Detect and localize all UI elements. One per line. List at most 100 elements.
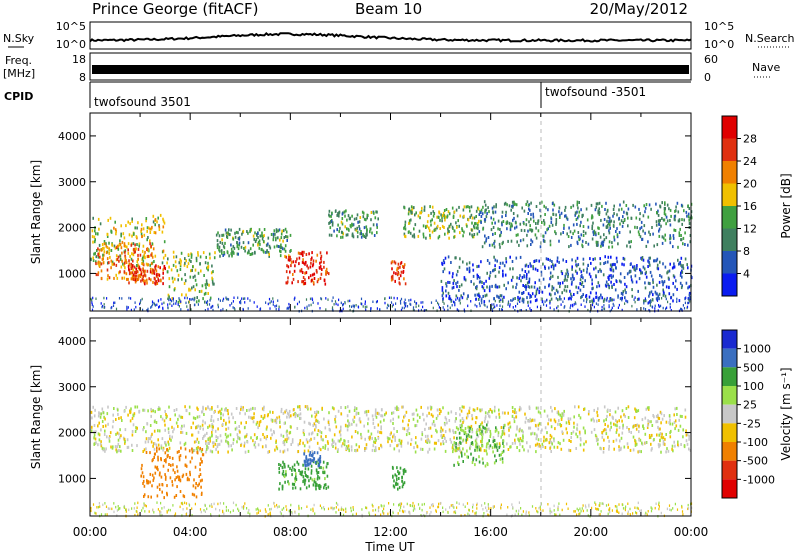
data-cell (468, 205, 471, 209)
data-cell (243, 505, 245, 508)
data-cell (320, 437, 323, 441)
data-cell (331, 406, 334, 410)
data-cell (602, 429, 605, 433)
data-cell (648, 260, 650, 264)
data-cell (279, 249, 281, 253)
data-cell (142, 267, 144, 271)
data-cell (222, 254, 224, 257)
data-cell (417, 503, 420, 506)
data-cell (459, 449, 461, 453)
data-cell (682, 428, 684, 432)
data-cell (573, 303, 575, 306)
data-cell (429, 426, 432, 430)
data-cell (488, 289, 491, 293)
data-cell (515, 203, 518, 207)
data-cell (97, 253, 99, 257)
data-cell (312, 301, 314, 304)
data-cell (209, 298, 211, 302)
data-cell (669, 303, 671, 306)
data-cell (571, 280, 573, 284)
data-cell (96, 506, 98, 509)
data-cell (302, 258, 304, 262)
data-cell (609, 409, 611, 412)
data-cell (662, 306, 664, 310)
data-cell (426, 438, 428, 442)
data-cell (542, 234, 544, 238)
data-cell (428, 229, 431, 233)
data-cell (551, 285, 554, 289)
data-cell (207, 438, 209, 442)
data-cell (117, 438, 120, 442)
data-cell (393, 271, 395, 275)
data-cell (572, 430, 575, 434)
data-cell (688, 207, 691, 210)
data-cell (517, 512, 519, 516)
data-cell (205, 440, 207, 444)
data-cell (312, 281, 315, 285)
data-cell (434, 228, 437, 232)
data-cell (629, 270, 631, 274)
data-cell (535, 222, 537, 225)
data-cell (105, 242, 107, 246)
data-cell (631, 304, 633, 308)
data-cell (676, 406, 678, 410)
data-cell (179, 262, 182, 266)
data-cell (187, 308, 189, 312)
data-cell (277, 299, 279, 302)
data-cell (536, 268, 539, 272)
data-cell (530, 285, 533, 289)
data-cell (102, 425, 104, 428)
data-cell (672, 236, 675, 240)
data-cell (446, 421, 448, 425)
data-cell (242, 297, 245, 300)
data-cell (278, 228, 281, 232)
data-cell (319, 456, 322, 460)
data-cell (413, 227, 415, 231)
data-cell (578, 214, 580, 218)
data-cell (570, 205, 572, 209)
data-cell (355, 228, 358, 232)
data-cell (338, 430, 341, 434)
data-cell (126, 307, 128, 311)
data-cell (387, 437, 389, 441)
data-cell (153, 231, 156, 234)
data-cell (165, 458, 167, 462)
data-cell (555, 297, 557, 300)
data-cell (375, 438, 377, 442)
data-cell (567, 507, 569, 510)
data-cell (133, 412, 136, 416)
data-cell (108, 435, 111, 439)
data-cell (525, 274, 528, 278)
data-cell (572, 223, 575, 227)
data-cell (317, 484, 320, 488)
data-cell (414, 441, 417, 445)
data-cell (325, 486, 328, 490)
data-cell (527, 419, 529, 423)
data-cell (621, 296, 623, 300)
data-cell (512, 409, 514, 413)
data-cell (213, 410, 215, 414)
data-cell (91, 299, 93, 302)
data-cell (93, 414, 96, 418)
data-cell (334, 209, 337, 213)
nsky-tick-top: 10^5 (56, 20, 86, 33)
data-cell (265, 250, 267, 254)
data-cell (580, 220, 582, 224)
data-cell (566, 278, 568, 282)
data-cell (325, 435, 327, 438)
data-cell (408, 222, 410, 225)
data-cell (410, 298, 412, 302)
data-cell (242, 229, 245, 233)
data-cell (190, 308, 192, 311)
data-cell (488, 415, 491, 419)
data-cell (591, 237, 594, 241)
data-cell (475, 431, 478, 435)
data-cell (524, 412, 526, 416)
data-cell (294, 296, 296, 300)
data-cell (459, 299, 461, 302)
data-cell (153, 452, 156, 456)
data-cell (217, 243, 219, 247)
data-cell (280, 246, 282, 249)
data-cell (650, 290, 653, 294)
data-cell (570, 432, 573, 435)
